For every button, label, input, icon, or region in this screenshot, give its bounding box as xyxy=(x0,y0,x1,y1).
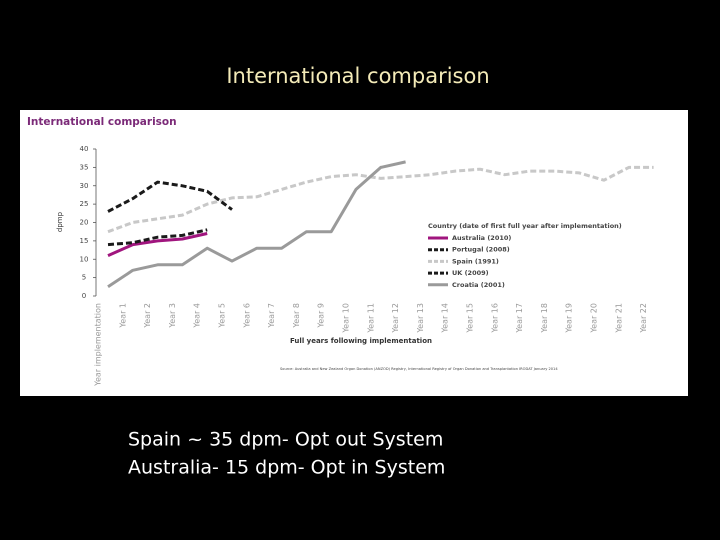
x-tick-label: Year 6 xyxy=(242,303,251,329)
x-tick-label: Year 16 xyxy=(490,303,499,334)
chart-title: International comparison xyxy=(27,116,177,128)
y-tick-label: 35 xyxy=(80,163,89,171)
x-tick-label: Year 9 xyxy=(317,303,326,329)
y-tick-label: 20 xyxy=(80,219,89,227)
y-tick-label: 10 xyxy=(80,255,89,263)
series-line xyxy=(107,180,233,213)
y-tick-label: 15 xyxy=(80,237,89,245)
y-tick-label: 5 xyxy=(82,274,86,282)
x-tick-label: Year 17 xyxy=(515,303,524,334)
y-tick-label: 40 xyxy=(80,145,89,153)
legend-label: UK (2009) xyxy=(452,269,489,277)
note: Spain ~ 35 dpm- Opt out System xyxy=(128,429,443,451)
x-tick-label: Year 10 xyxy=(342,303,351,334)
x-tick-label: Year 11 xyxy=(366,303,375,334)
series-line xyxy=(107,232,208,257)
note: Australia- 15 dpm- Opt in System xyxy=(128,457,445,479)
x-tick-label: Year 19 xyxy=(565,303,574,334)
x-tick-label: Year 4 xyxy=(193,303,202,329)
x-tick-label: Year 18 xyxy=(540,303,549,334)
y-tick-label: 0 xyxy=(82,292,86,300)
y-tick-label: 30 xyxy=(80,182,89,190)
x-tick-label: Year 2 xyxy=(143,303,152,329)
x-tick-label: Year 20 xyxy=(590,303,599,334)
y-axis-label: dpmp xyxy=(56,211,64,232)
x-axis-label: Full years following implementation xyxy=(290,337,432,345)
legend-label: Croatia (2001) xyxy=(452,281,505,289)
series-line xyxy=(107,165,654,234)
series-line xyxy=(107,228,208,247)
x-tick-label: Year 3 xyxy=(168,303,177,329)
source: Source: Australia and New Zealand Organ … xyxy=(280,367,558,371)
x-tick-label: Year 15 xyxy=(466,303,475,334)
x-tick-label: Year 21 xyxy=(614,303,623,334)
chart-panel xyxy=(20,110,688,396)
x-tick-label: Year 8 xyxy=(292,303,301,329)
x-tick-label: Year 22 xyxy=(639,303,648,334)
x-tick-label: Year 5 xyxy=(218,303,227,329)
series-line xyxy=(107,160,406,289)
x-tick-label: Year implementation xyxy=(94,303,103,387)
x-tick-label: Year 13 xyxy=(416,303,425,334)
slide-title: International comparison xyxy=(226,64,489,88)
x-tick-label: Year 7 xyxy=(267,303,276,329)
legend-label: Portugal (2008) xyxy=(452,246,510,254)
x-tick-label: Year 12 xyxy=(391,303,400,334)
legend-label: Spain (1991) xyxy=(452,257,499,265)
legend-title: Country (date of first full year after i… xyxy=(428,222,622,230)
y-tick-label: 25 xyxy=(80,200,89,208)
x-tick-label: Year 1 xyxy=(118,303,127,329)
x-tick-label: Year 14 xyxy=(441,303,450,334)
legend-label: Australia (2010) xyxy=(452,234,511,242)
